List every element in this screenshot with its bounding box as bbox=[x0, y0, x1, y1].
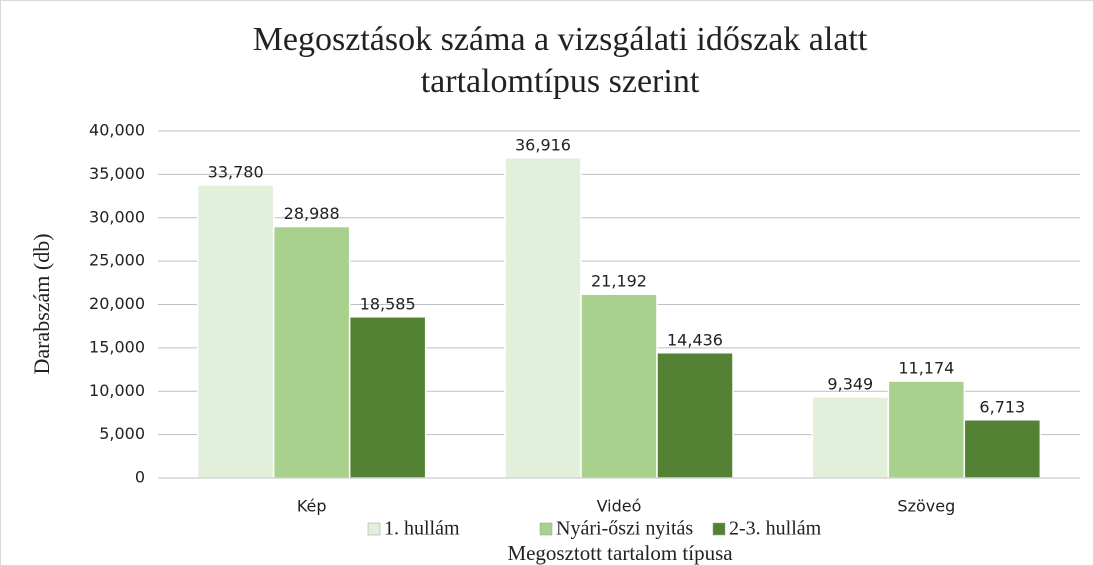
y-tick-label: 40,000 bbox=[89, 121, 145, 140]
y-tick-label: 5,000 bbox=[99, 424, 145, 443]
y-tick-label: 35,000 bbox=[89, 164, 145, 183]
legend-label: 2-3. hullám bbox=[729, 518, 822, 540]
data-label: 36,916 bbox=[515, 135, 571, 154]
bar bbox=[656, 352, 734, 479]
data-label: 28,988 bbox=[284, 204, 340, 223]
bar bbox=[196, 184, 275, 479]
y-tick-label: 25,000 bbox=[89, 251, 145, 270]
data-label: 9,349 bbox=[827, 374, 873, 393]
y-tick-label: 30,000 bbox=[89, 207, 145, 226]
chart-title: Megosztások száma a vizsgálati időszak a… bbox=[253, 21, 868, 58]
legend-swatch bbox=[712, 522, 726, 536]
bar bbox=[963, 419, 1042, 479]
x-tick-label: Kép bbox=[297, 497, 327, 516]
x-axis-label: Megosztott tartalom típusa bbox=[507, 541, 733, 565]
data-label: 18,585 bbox=[360, 294, 416, 313]
data-label: 33,780 bbox=[208, 162, 264, 181]
y-tick-label: 15,000 bbox=[89, 337, 145, 356]
x-tick-label: Videó bbox=[597, 497, 642, 516]
data-label: 14,436 bbox=[667, 330, 723, 349]
bar bbox=[348, 316, 427, 479]
legend-swatch bbox=[539, 522, 553, 536]
bar bbox=[811, 396, 890, 479]
bar bbox=[887, 380, 966, 479]
data-label: 6,713 bbox=[979, 397, 1025, 416]
y-axis-label: Darabszám (db) bbox=[29, 233, 54, 374]
legend-label: Nyári-őszi nyitás bbox=[556, 518, 693, 540]
chart-title: tartalomtípus szerint bbox=[421, 63, 700, 100]
bar bbox=[504, 157, 582, 479]
y-tick-label: 10,000 bbox=[89, 381, 145, 400]
x-tick-label: Szöveg bbox=[897, 497, 955, 516]
legend-label: 1. hullám bbox=[384, 518, 460, 540]
y-tick-label: 0 bbox=[135, 468, 145, 487]
data-label: 11,174 bbox=[898, 359, 954, 378]
bar bbox=[272, 225, 351, 479]
data-label: 21,192 bbox=[591, 272, 647, 291]
bar bbox=[580, 293, 658, 479]
legend-swatch bbox=[367, 522, 381, 536]
y-tick-label: 20,000 bbox=[89, 294, 145, 313]
